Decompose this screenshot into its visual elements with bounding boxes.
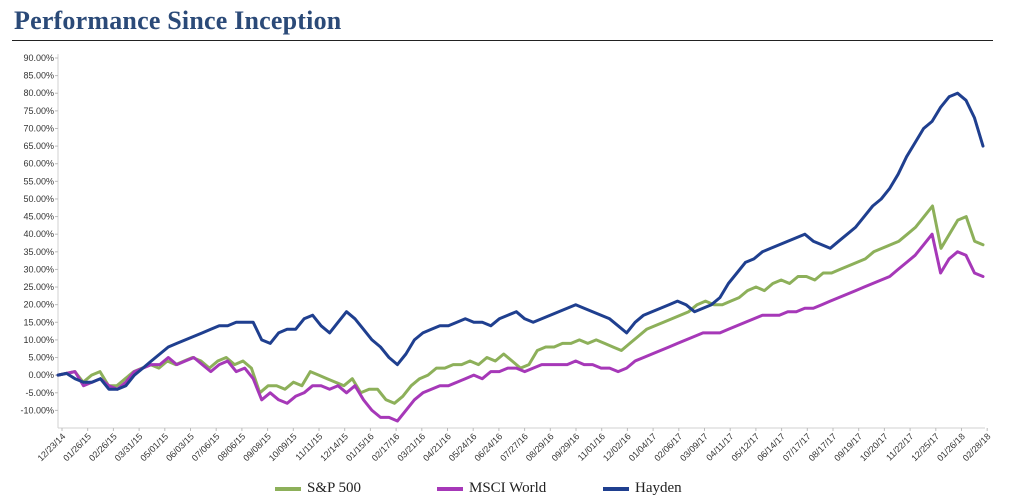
y-tick-label: 0.00% (28, 370, 54, 380)
y-tick-label: 60.00% (23, 159, 54, 169)
y-tick-label: 40.00% (23, 229, 54, 239)
chart-title: Performance Since Inception (14, 6, 342, 35)
y-tick-label: 20.00% (23, 300, 54, 310)
y-tick-label: 80.00% (23, 88, 54, 98)
y-tick-label: 55.00% (23, 176, 54, 186)
y-tick-label: 5.00% (28, 353, 54, 363)
legend-item-hayden: Hayden (603, 480, 682, 497)
y-tick-label: 25.00% (23, 282, 54, 292)
y-tick-label: 50.00% (23, 194, 54, 204)
series-lines (56, 91, 985, 423)
y-tick-label: 70.00% (23, 123, 54, 133)
legend-swatch-sp500 (275, 486, 301, 491)
series-line-s-p-500 (56, 204, 985, 405)
y-tick-label: -5.00% (25, 388, 54, 398)
x-tick-label: 10/20/17 (858, 431, 890, 463)
line-chart: 90.00% 85.00% 80.00% 75.00% 70.00% 65.00% 60.0… (20, 53, 993, 463)
x-axis-ticks: 12/23/1401/26/1502/26/1503/31/1505/01/15… (36, 428, 993, 463)
axes (57, 54, 985, 429)
legend-label-sp500: S&P 500 (307, 480, 362, 496)
x-tick-label: 09/29/16 (550, 431, 582, 463)
x-tick-label: 03/09/17 (678, 431, 710, 463)
y-tick-label: -10.00% (20, 405, 54, 415)
x-tick-label: 02/28/18 (961, 431, 993, 463)
legend-swatch-msci-world (437, 486, 463, 491)
y-tick-label: 65.00% (23, 141, 54, 151)
legend-item-sp500: S&P 500 (275, 480, 361, 497)
title-divider (12, 40, 993, 41)
y-tick-label: 35.00% (23, 247, 54, 257)
y-tick-label: 75.00% (23, 106, 54, 116)
legend-label-msci-world: MSCI World (469, 480, 547, 496)
legend-swatch-hayden (603, 486, 629, 491)
legend: S&P 500 MSCI World Hayden (0, 480, 1009, 502)
legend-label-hayden: Hayden (635, 480, 682, 496)
series-line-msci-world (56, 232, 985, 423)
y-tick-label: 15.00% (23, 317, 54, 327)
y-tick-label: 90.00% (23, 53, 54, 63)
y-axis-ticks: 90.00% 85.00% 80.00% 75.00% 70.00% 65.00% 60.0… (20, 53, 58, 415)
y-tick-label: 10.00% (23, 335, 54, 345)
legend-item-msci-world: MSCI World (437, 480, 546, 497)
x-tick-label: 10/09/15 (267, 431, 299, 463)
y-tick-label: 45.00% (23, 212, 54, 222)
series-line-hayden (56, 91, 985, 391)
y-tick-label: 30.00% (23, 264, 54, 274)
y-tick-label: 85.00% (23, 71, 54, 81)
